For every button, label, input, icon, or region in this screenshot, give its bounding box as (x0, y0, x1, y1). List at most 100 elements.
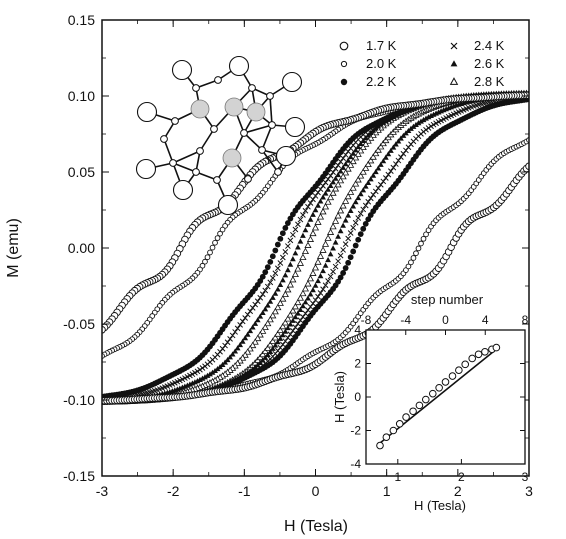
data-point (297, 216, 304, 223)
data-point (307, 291, 314, 297)
cluster-small-atom (160, 135, 168, 143)
data-point (264, 319, 272, 327)
data-point (300, 232, 306, 238)
data-point (300, 303, 306, 309)
data-point (229, 351, 236, 357)
data-point (284, 315, 292, 322)
data-point (345, 259, 352, 266)
data-point (199, 365, 206, 371)
data-point (342, 151, 349, 158)
inset-data-point (428, 389, 437, 398)
data-point (425, 125, 432, 131)
data-point (257, 313, 264, 319)
data-point (292, 226, 299, 233)
data-point (354, 176, 362, 183)
inset-top-tick-label: 0 (442, 313, 449, 327)
data-point (262, 306, 269, 312)
data-point (287, 215, 294, 222)
inset-y-axis-label: H (Tesla) (332, 371, 347, 423)
inset-y-tick-label: 0 (354, 390, 361, 404)
data-point (277, 260, 284, 266)
data-point (207, 249, 213, 256)
data-point (360, 206, 367, 213)
data-point (340, 155, 346, 162)
inset-data-point (441, 378, 450, 386)
data-point (310, 287, 316, 293)
data-point (229, 332, 236, 339)
data-point (249, 324, 256, 330)
data-point (367, 195, 374, 202)
inset-data-point (461, 360, 470, 369)
cluster-bond (172, 150, 201, 164)
data-point (364, 160, 372, 168)
data-point (310, 196, 316, 203)
data-point (282, 248, 289, 255)
data-point (289, 317, 296, 323)
data-point (352, 147, 359, 153)
data-point (342, 197, 350, 204)
data-point (357, 140, 364, 146)
data-point (259, 350, 267, 358)
data-point (362, 134, 369, 141)
data-point (254, 334, 262, 342)
data-point (320, 194, 326, 200)
data-point (375, 165, 382, 171)
data-point (274, 339, 281, 345)
data-point (299, 289, 307, 297)
data-point (355, 215, 362, 221)
data-point (305, 203, 311, 210)
data-point (262, 269, 269, 276)
data-point (246, 345, 254, 352)
data-point (339, 202, 347, 209)
data-point (320, 183, 326, 189)
data-point (372, 125, 379, 131)
data-point (420, 116, 427, 123)
inset-data-point (389, 426, 398, 435)
data-point (317, 290, 324, 296)
cluster-large-atom (228, 55, 250, 77)
data-point (362, 220, 369, 227)
data-point (262, 287, 269, 294)
cluster-small-atom (213, 176, 221, 184)
cluster-small-atom (171, 117, 179, 125)
data-point (309, 229, 317, 237)
cluster-metal-atom (222, 148, 242, 168)
data-point (312, 282, 319, 288)
data-point (352, 199, 359, 205)
data-point (312, 206, 319, 213)
legend-entry-2-2k: 2.2 K (340, 74, 397, 89)
data-point (332, 239, 339, 245)
data-point (398, 135, 404, 141)
data-point (315, 293, 321, 300)
data-point (300, 212, 306, 218)
data-point (274, 286, 281, 292)
data-point (314, 218, 322, 225)
data-point (322, 262, 329, 268)
data-point (209, 244, 216, 251)
data-point (295, 244, 301, 250)
data-point (325, 186, 331, 192)
cluster-small-atom (248, 84, 256, 92)
data-point (329, 189, 337, 196)
data-point (264, 283, 271, 290)
data-point (319, 246, 327, 253)
cluster-large-atom (281, 71, 303, 93)
legend-label: 2.2 K (366, 74, 397, 89)
data-point (277, 281, 284, 288)
data-point (354, 150, 362, 157)
data-point (350, 203, 357, 209)
data-point (266, 315, 274, 323)
data-point (330, 245, 336, 251)
inset-x-tick-label: 2 (458, 470, 465, 484)
data-point (269, 294, 276, 300)
data-point (355, 143, 362, 150)
data-point (267, 258, 274, 265)
inset-top-tick-label: 4 (482, 313, 489, 327)
data-point (332, 185, 340, 192)
legend-label: 2.4 K (474, 38, 505, 53)
cluster-bond (269, 95, 273, 126)
data-point (227, 354, 233, 360)
data-point (251, 338, 259, 345)
data-point (247, 308, 254, 315)
data-point (296, 259, 305, 266)
